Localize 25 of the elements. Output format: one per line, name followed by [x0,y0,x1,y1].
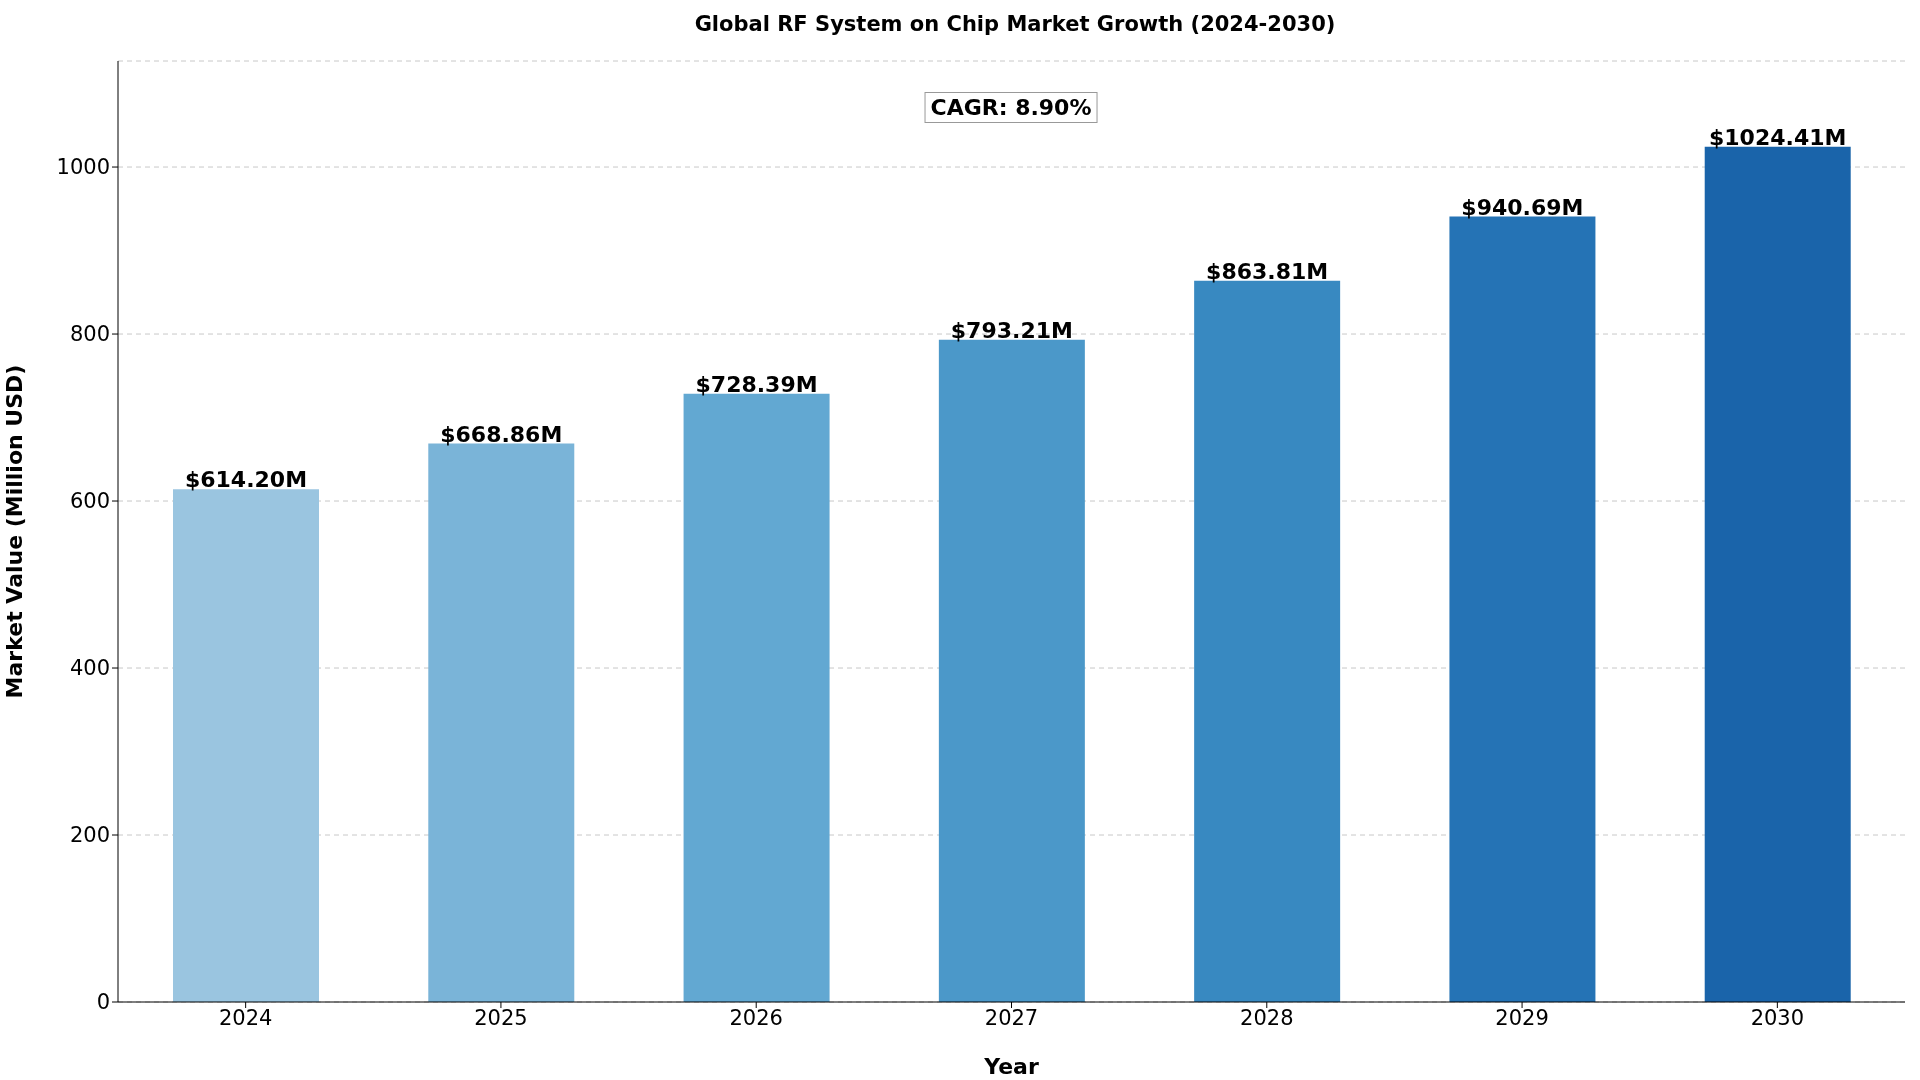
annotation: CAGR: 8.90% [924,92,1098,123]
x-tick-label: 2024 [218,1005,273,1030]
data-label: $614.20M [184,467,308,493]
data-label: $793.21M [950,317,1073,343]
data-label: $728.39M [695,371,818,397]
x-tick-label: 2028 [1240,1005,1294,1030]
y-tick-label: 600 [69,489,110,514]
y-tick-label: 0 [96,990,110,1015]
data-label: $940.69M [1461,194,1584,220]
y-tick-label: 800 [69,322,110,347]
y-tick-label: 1000 [56,155,110,180]
data-label: $863.81M [1206,258,1329,284]
data-label: $1024.41M [1709,124,1847,150]
x-tick-label: 2030 [1750,1005,1805,1030]
x-tick-label: 2027 [984,1005,1039,1030]
chart-title: Global RF System on Chip Market Growth (2024-2030) [693,12,1337,36]
x-axis-title: Year [983,1054,1039,1079]
y-axis-title: Market Value (Million USD) [1,364,27,699]
y-tick-label: 400 [69,656,110,681]
x-tick-label: 2029 [1495,1005,1549,1030]
y-tick-label: 200 [69,823,110,848]
data-label: $668.86M [440,421,563,447]
x-tick-label: 2026 [729,1005,783,1030]
bar [173,489,319,1002]
x-tick-label: 2025 [474,1005,528,1030]
